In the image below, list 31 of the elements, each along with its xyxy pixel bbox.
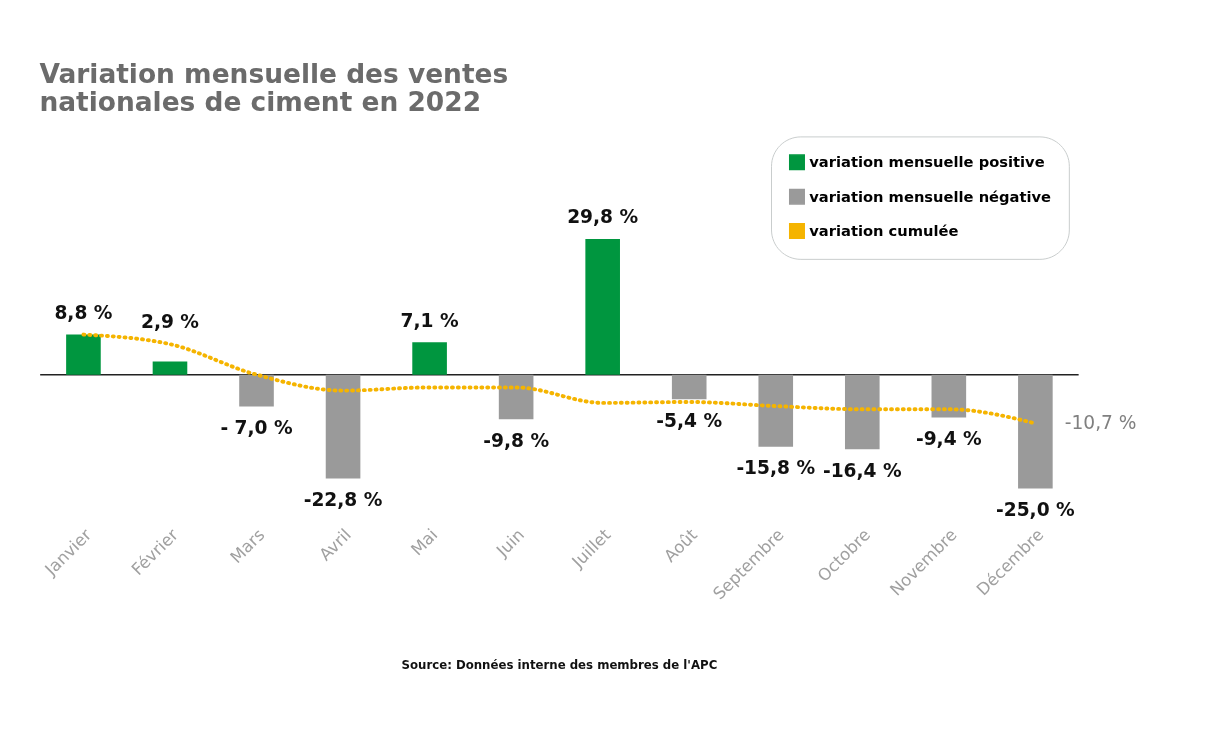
data-label: 8,8 % bbox=[54, 301, 113, 323]
bar bbox=[498, 374, 534, 420]
data-label: -5,4 % bbox=[656, 409, 723, 431]
bar bbox=[239, 374, 274, 407]
data-label: - 7,0 % bbox=[220, 416, 294, 438]
data-label: -15,8 % bbox=[736, 457, 816, 479]
legend-label: variation mensuelle négative bbox=[809, 187, 1052, 205]
x-tick-label: Mai bbox=[407, 525, 442, 560]
bar bbox=[152, 361, 188, 375]
chart-title: Variation mensuelle des ventes nationales de ciment en 2022 bbox=[39, 57, 509, 117]
data-label: 2,9 % bbox=[140, 311, 200, 333]
bar bbox=[325, 374, 361, 479]
legend-label: variation cumulée bbox=[809, 221, 959, 239]
data-label: -16,4 % bbox=[822, 459, 903, 481]
bar bbox=[844, 374, 880, 450]
data-label: 7,1 % bbox=[400, 309, 459, 331]
bar bbox=[671, 374, 707, 400]
bar bbox=[1018, 374, 1053, 489]
bar bbox=[758, 374, 794, 447]
data-label: -25,0 % bbox=[995, 498, 1076, 520]
bar bbox=[585, 238, 620, 375]
legend-label: variation mensuelle positive bbox=[809, 153, 1045, 171]
data-label: -9,8 % bbox=[483, 429, 550, 451]
bar bbox=[66, 334, 101, 375]
data-label: 29,8 % bbox=[567, 206, 639, 228]
data-label: -9,4 % bbox=[915, 427, 983, 449]
source-note: Source: Données interne des membres de l'APC bbox=[401, 658, 718, 673]
bar bbox=[412, 342, 447, 375]
data-label: -22,8 % bbox=[303, 488, 383, 510]
bar bbox=[931, 374, 967, 418]
data-label: -10,7 % bbox=[1064, 412, 1137, 434]
